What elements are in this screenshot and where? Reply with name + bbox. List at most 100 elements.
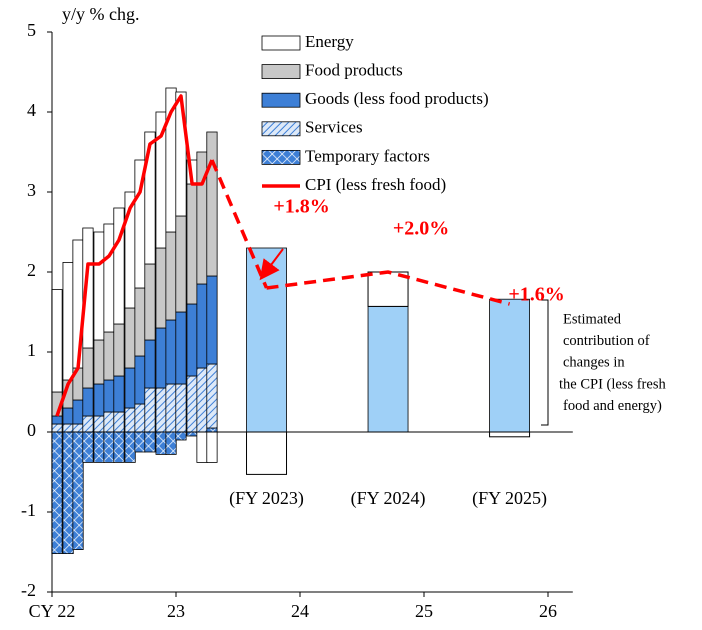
projection-energy — [246, 431, 288, 475]
y-axis-label: y/y % chg. — [62, 4, 139, 24]
bar-segment — [165, 383, 177, 433]
y-tick-label: 1 — [27, 340, 36, 360]
bar-segment — [175, 91, 187, 217]
bar-segment — [124, 431, 136, 463]
projection-energy — [367, 271, 409, 307]
projection-core — [246, 247, 287, 433]
bar-segment — [103, 431, 115, 463]
bar-segment — [144, 387, 156, 433]
bar-segment — [175, 431, 187, 441]
bar-segment — [186, 375, 198, 433]
bar-segment — [144, 339, 156, 389]
bracket — [541, 299, 549, 426]
legend-label: Energy — [305, 32, 354, 51]
bar-segment — [124, 407, 136, 433]
legend-swatch — [261, 35, 301, 51]
x-tick-label: 25 — [415, 601, 433, 621]
legend-swatch — [261, 149, 301, 165]
legend-label: Temporary factors — [305, 146, 430, 165]
legend-label: Food products — [305, 61, 403, 80]
cpi-projection — [266, 270, 511, 306]
bar-segment — [82, 387, 94, 417]
bar-segment — [103, 411, 115, 433]
plot-area: (FY 2023) (FY 2024) (FY 2025)-2-1012345CY … — [21, 20, 573, 621]
bar-segment — [144, 131, 156, 265]
y-tick-label: 5 — [27, 20, 36, 40]
bar-segment — [62, 431, 74, 554]
bar-segment — [144, 263, 156, 341]
bar-segment — [51, 431, 63, 554]
annotation: the CPI (less fresh — [559, 376, 666, 392]
bar-segment — [186, 183, 198, 305]
bar-segment — [206, 363, 218, 429]
bar-segment — [103, 379, 115, 413]
bar-segment — [186, 431, 198, 437]
bar-segment — [51, 415, 63, 425]
value-label: +1.6% — [508, 284, 564, 306]
bar-segment — [103, 331, 115, 381]
annotation: changes in — [563, 355, 625, 371]
bar-segment — [82, 415, 94, 433]
bar-segment — [175, 383, 187, 433]
bar-segment — [72, 239, 84, 369]
y-tick-label: 4 — [27, 100, 36, 120]
cpi-line — [55, 94, 214, 417]
projection-label: (FY 2023) — [229, 488, 304, 509]
x-tick-label: 26 — [539, 601, 557, 621]
y-tick-label: 2 — [27, 260, 36, 280]
legend-swatch — [261, 92, 301, 108]
value-label: +2.0% — [393, 218, 449, 240]
bar-segment — [206, 427, 218, 433]
projection-energy — [489, 431, 531, 438]
y-tick-label: -2 — [21, 580, 36, 600]
bar-segment — [113, 323, 125, 377]
bar-segment — [62, 261, 74, 381]
bar-segment — [155, 431, 167, 455]
legend-label: CPI (less fresh food) — [305, 175, 446, 194]
bar-segment — [62, 407, 74, 425]
bar-segment — [62, 423, 74, 433]
bar-segment — [93, 383, 105, 417]
x-tick-label: 24 — [291, 601, 309, 621]
annotation: contribution of — [563, 333, 650, 349]
bar-segment — [103, 223, 115, 333]
bar-segment — [93, 431, 105, 463]
legend-swatch — [261, 64, 301, 79]
x-tick-label: CY 22 — [29, 601, 76, 621]
bar-segment — [93, 231, 105, 341]
bar-segment — [196, 283, 208, 369]
bar-segment — [155, 327, 167, 389]
projection-label: (FY 2025) — [472, 488, 547, 509]
bar-segment — [113, 375, 125, 413]
bar-segment — [165, 431, 177, 455]
bar-segment — [134, 287, 146, 357]
bar-segment — [155, 247, 167, 329]
x-tick-label: 23 — [167, 601, 185, 621]
bar-segment — [155, 387, 167, 433]
bar-segment — [206, 275, 218, 365]
bar-segment — [82, 347, 94, 389]
bar-segment — [134, 431, 146, 453]
arrow — [259, 248, 284, 281]
bar-segment — [72, 431, 84, 550]
bar-segment — [134, 403, 146, 433]
bar-segment — [175, 311, 187, 385]
bar-segment — [165, 319, 177, 385]
projection-core — [367, 305, 409, 433]
legend-swatch — [261, 121, 301, 137]
bar-segment — [93, 415, 105, 433]
bar-segment — [82, 431, 94, 463]
bar-segment — [144, 431, 156, 453]
projection-label: (FY 2024) — [351, 488, 426, 509]
y-tick-label: 0 — [27, 420, 36, 440]
value-label: +1.8% — [273, 196, 329, 218]
bar-segment — [51, 289, 63, 393]
bar-segment — [134, 355, 146, 405]
annotation: food and energy) — [563, 398, 662, 414]
bar-segment — [113, 431, 125, 463]
bar-segment — [93, 339, 105, 385]
annotation: Estimated — [563, 311, 622, 327]
bar-segment — [113, 411, 125, 433]
bar-segment — [175, 215, 187, 313]
